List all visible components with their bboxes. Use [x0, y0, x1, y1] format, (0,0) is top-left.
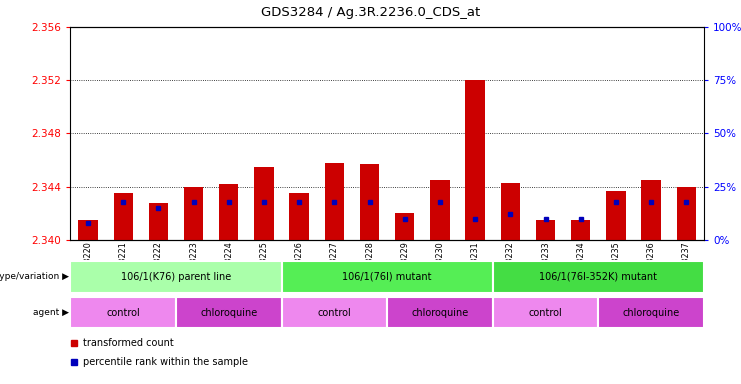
- Bar: [70, 297, 176, 328]
- Bar: [290, 194, 309, 240]
- Text: 106/1(76I) mutant: 106/1(76I) mutant: [342, 272, 432, 282]
- Bar: [395, 214, 414, 240]
- Text: transformed count: transformed count: [83, 338, 174, 348]
- Bar: [360, 164, 379, 240]
- Text: control: control: [528, 308, 562, 318]
- Bar: [219, 184, 239, 240]
- Bar: [387, 297, 493, 328]
- Bar: [176, 297, 282, 328]
- Bar: [282, 297, 387, 328]
- Bar: [282, 261, 493, 293]
- Bar: [677, 187, 696, 240]
- Bar: [325, 163, 344, 240]
- Bar: [493, 297, 598, 328]
- Bar: [598, 297, 704, 328]
- Bar: [184, 187, 203, 240]
- Bar: [79, 220, 98, 240]
- Text: chloroquine: chloroquine: [411, 308, 468, 318]
- Text: chloroquine: chloroquine: [622, 308, 679, 318]
- Text: chloroquine: chloroquine: [200, 308, 257, 318]
- Bar: [536, 220, 555, 240]
- Text: percentile rank within the sample: percentile rank within the sample: [83, 357, 248, 367]
- Text: 106/1(76I-352K) mutant: 106/1(76I-352K) mutant: [539, 272, 657, 282]
- Bar: [642, 180, 661, 240]
- Bar: [465, 80, 485, 240]
- Text: 106/1(K76) parent line: 106/1(K76) parent line: [121, 272, 231, 282]
- Bar: [571, 220, 591, 240]
- Bar: [493, 261, 704, 293]
- Text: agent ▶: agent ▶: [33, 308, 69, 317]
- Bar: [431, 180, 450, 240]
- Text: genotype/variation ▶: genotype/variation ▶: [0, 272, 69, 281]
- Text: control: control: [106, 308, 140, 318]
- Text: GDS3284 / Ag.3R.2236.0_CDS_at: GDS3284 / Ag.3R.2236.0_CDS_at: [261, 6, 480, 19]
- Bar: [501, 183, 520, 240]
- Bar: [70, 261, 282, 293]
- Text: control: control: [317, 308, 351, 318]
- Bar: [606, 191, 625, 240]
- Bar: [149, 203, 168, 240]
- Bar: [254, 167, 273, 240]
- Bar: [113, 194, 133, 240]
